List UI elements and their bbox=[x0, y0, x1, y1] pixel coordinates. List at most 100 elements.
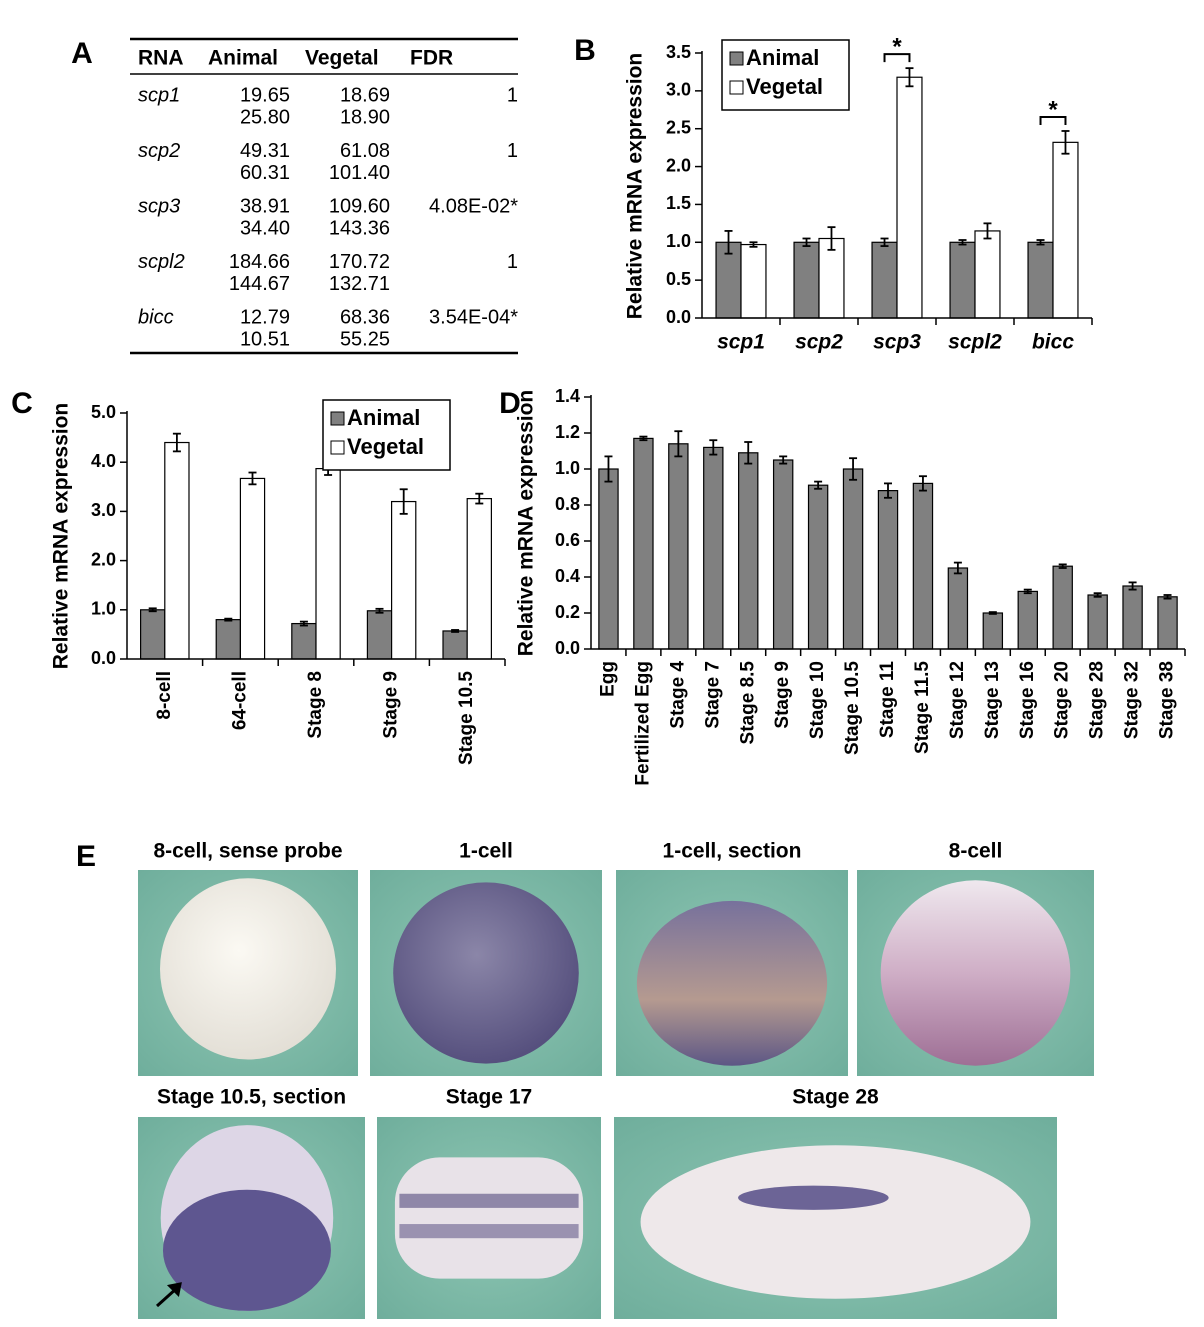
error-bar bbox=[918, 475, 927, 492]
error-bar bbox=[814, 480, 823, 490]
error-bar bbox=[983, 222, 992, 240]
table-cell: 4.08E-02* bbox=[429, 195, 518, 217]
y-tick-label: 3.0 bbox=[91, 500, 116, 520]
x-tick-label: Stage 32 bbox=[1122, 661, 1143, 739]
x-tick-label: bicc bbox=[1032, 331, 1074, 354]
photo-caption: 1-cell bbox=[459, 840, 513, 863]
bar bbox=[140, 609, 166, 660]
bar bbox=[738, 452, 759, 650]
error-bar bbox=[724, 230, 733, 255]
error-bar bbox=[988, 611, 997, 615]
error-bar bbox=[224, 617, 233, 622]
bar bbox=[974, 230, 1001, 319]
bar bbox=[215, 619, 241, 660]
panel-label: B bbox=[574, 34, 596, 67]
error-bar bbox=[744, 441, 753, 465]
error-bar bbox=[1061, 130, 1070, 155]
x-tick-label: Stage 28 bbox=[1087, 661, 1108, 739]
table-rna: bicc bbox=[138, 306, 174, 328]
error-bar bbox=[779, 455, 788, 465]
significance-label: * bbox=[892, 33, 902, 60]
photo-caption: 8-cell bbox=[949, 840, 1003, 863]
table-cell: 18.90 bbox=[340, 106, 390, 128]
x-tick-label: scp3 bbox=[873, 331, 921, 354]
bar bbox=[871, 241, 898, 319]
embryo bbox=[162, 1189, 331, 1311]
x-tick-label: Stage 13 bbox=[982, 661, 1003, 739]
x-tick-label: scp1 bbox=[717, 331, 765, 354]
table-cell: 68.36 bbox=[340, 306, 390, 328]
error-bar bbox=[674, 430, 683, 458]
x-tick-label: Stage 8.5 bbox=[737, 661, 758, 745]
y-tick-label: 3.5 bbox=[666, 42, 691, 62]
table-cell: 25.80 bbox=[240, 106, 290, 128]
table-cell: 60.31 bbox=[240, 162, 290, 184]
y-tick-label: 2.5 bbox=[666, 117, 691, 137]
error-bar bbox=[905, 67, 914, 88]
x-tick-label: Stage 38 bbox=[1157, 661, 1178, 739]
error-bar bbox=[1058, 563, 1067, 569]
error-bar bbox=[1036, 239, 1045, 246]
table-cell: 55.25 bbox=[340, 328, 390, 350]
error-bar bbox=[375, 607, 384, 614]
photo-caption: Stage 28 bbox=[792, 1086, 879, 1109]
error-bar bbox=[749, 241, 758, 248]
bar bbox=[1027, 241, 1054, 319]
y-tick-label: 3.0 bbox=[666, 80, 691, 100]
x-tick-label: Egg bbox=[597, 661, 618, 697]
x-tick-label: Stage 7 bbox=[702, 661, 723, 729]
y-axis-title: Relative mRNA expression bbox=[50, 403, 73, 670]
table-cell: 109.60 bbox=[329, 195, 390, 217]
y-tick-label: 0.0 bbox=[91, 648, 116, 668]
bar bbox=[896, 76, 923, 319]
bar bbox=[793, 241, 820, 319]
table-rna: scpl2 bbox=[138, 251, 185, 273]
x-tick-label: Stage 9 bbox=[381, 671, 402, 739]
bar bbox=[772, 459, 794, 650]
table-cell: 1 bbox=[507, 84, 518, 106]
table-cell: 61.08 bbox=[340, 140, 390, 162]
table-cell: 144.67 bbox=[229, 273, 290, 295]
bar bbox=[1122, 585, 1143, 650]
table-cell: 10.51 bbox=[240, 328, 290, 350]
table-rna: scp1 bbox=[138, 84, 180, 106]
table-cell: 12.79 bbox=[240, 306, 290, 328]
bar bbox=[668, 443, 689, 650]
table-cell: 34.40 bbox=[240, 217, 290, 239]
x-tick-label: Stage 11 bbox=[877, 661, 898, 739]
table-cell: 1 bbox=[507, 251, 518, 273]
table-cell: 170.72 bbox=[329, 251, 390, 273]
embryo bbox=[640, 1145, 1031, 1299]
y-tick-label: 0.2 bbox=[555, 602, 580, 622]
table-header: RNA bbox=[138, 47, 184, 70]
error-bar bbox=[827, 226, 836, 251]
table-header: Animal bbox=[208, 47, 278, 70]
x-tick-label: Fertilized Egg bbox=[632, 661, 653, 786]
table-cell: 38.91 bbox=[240, 195, 290, 217]
bar bbox=[366, 610, 393, 660]
bar bbox=[1087, 594, 1108, 650]
embryo bbox=[399, 1193, 579, 1208]
error-bar bbox=[880, 237, 889, 247]
y-tick-label: 1.4 bbox=[555, 386, 580, 406]
legend-swatch bbox=[729, 80, 744, 95]
table-cell: 18.69 bbox=[340, 84, 390, 106]
error-bar bbox=[1163, 594, 1172, 600]
x-tick-label: Stage 10.5 bbox=[842, 661, 863, 755]
x-tick-label: Stage 8 bbox=[305, 671, 326, 739]
embryo bbox=[738, 1185, 889, 1210]
bar bbox=[442, 630, 468, 660]
error-bar bbox=[802, 237, 811, 247]
bar bbox=[1052, 565, 1073, 650]
embryo bbox=[394, 1157, 584, 1279]
y-tick-label: 5.0 bbox=[91, 402, 116, 422]
y-tick-label: 2.0 bbox=[666, 155, 691, 175]
legend-label: Vegetal bbox=[746, 74, 823, 99]
x-tick-label: 8-cell bbox=[154, 671, 175, 720]
x-tick-label: scp2 bbox=[795, 331, 843, 354]
photo-caption: Stage 17 bbox=[446, 1086, 532, 1109]
table-header: Vegetal bbox=[305, 47, 379, 70]
legend-label: Vegetal bbox=[347, 434, 424, 459]
error-bar bbox=[1023, 588, 1032, 595]
embryo bbox=[636, 900, 828, 1066]
